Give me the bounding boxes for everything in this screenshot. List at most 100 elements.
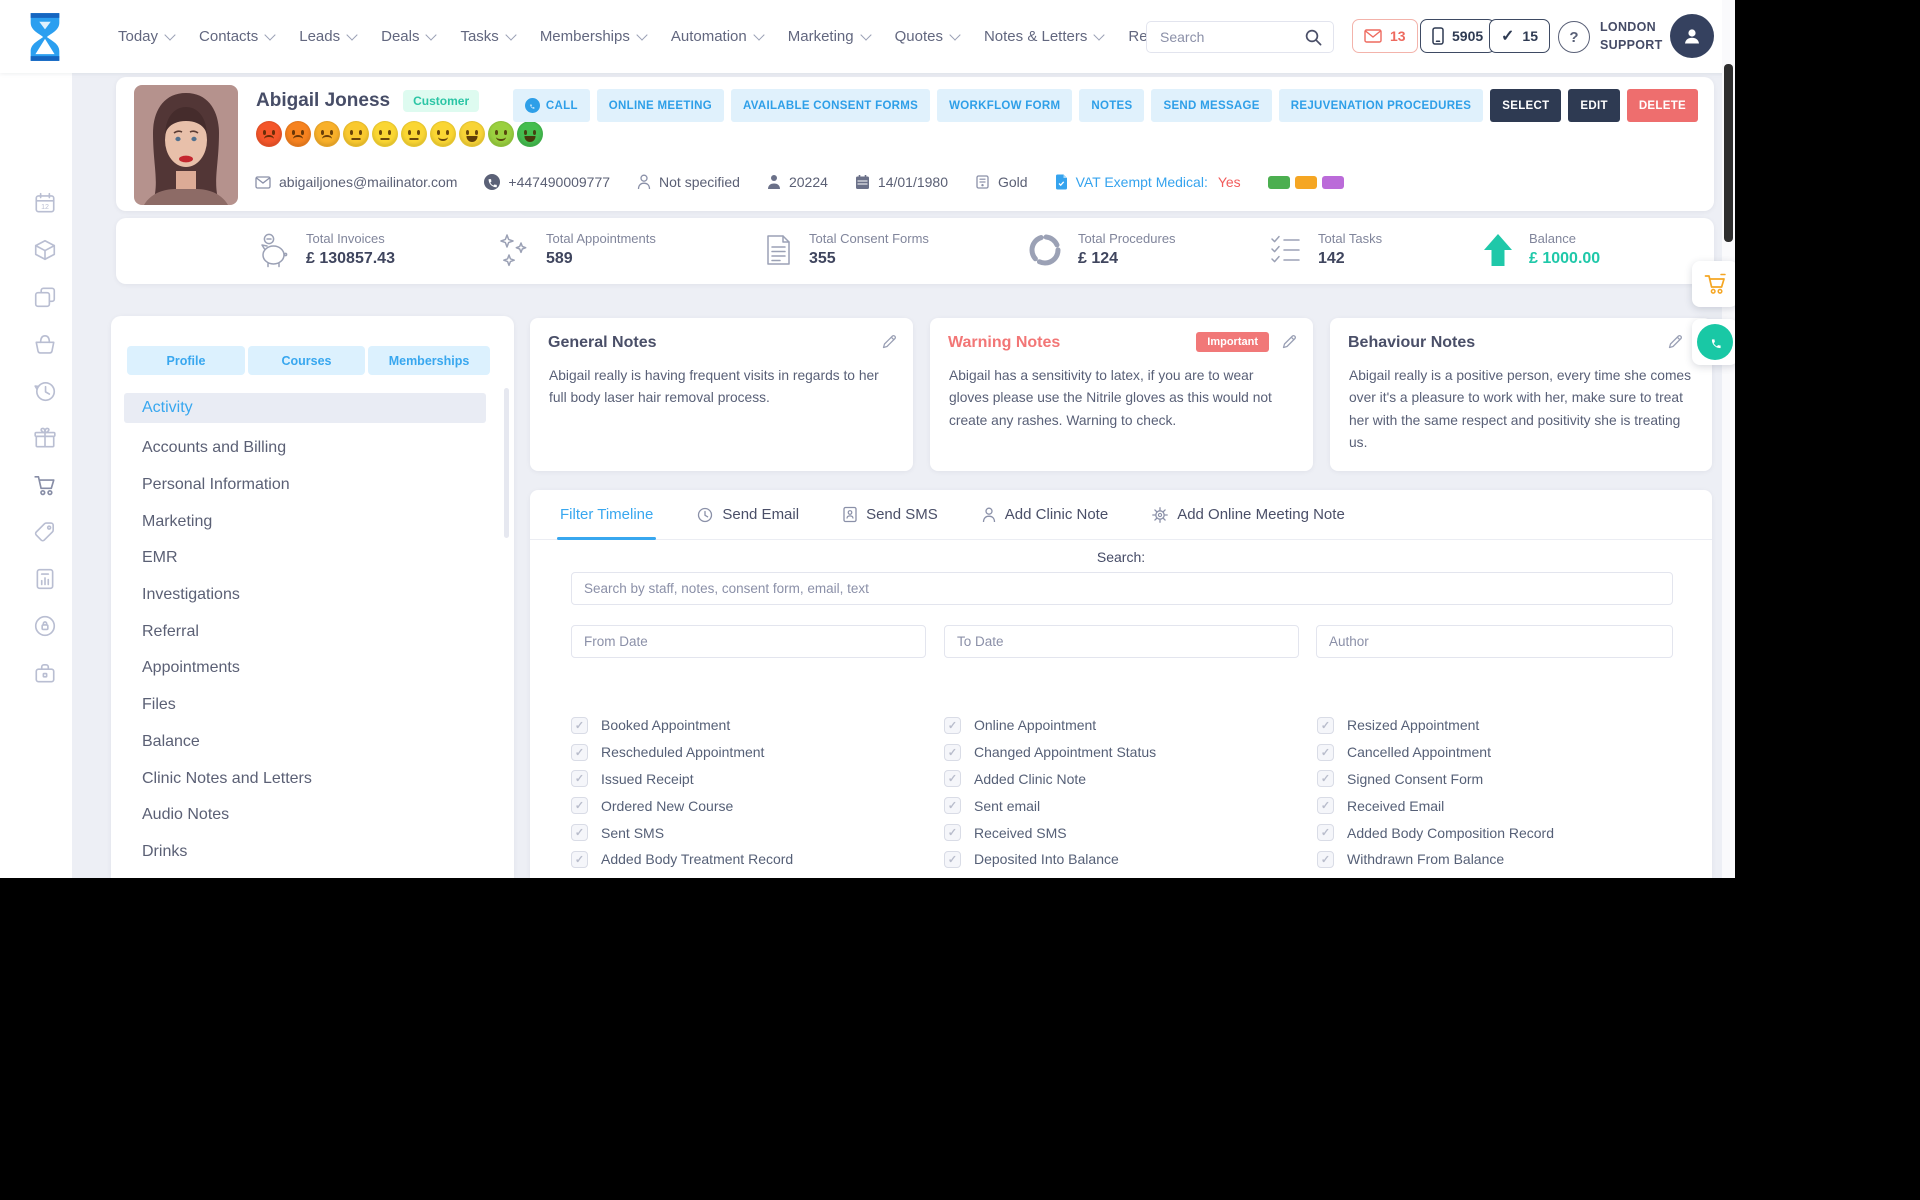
checkbox-online-appointment[interactable]: ✓ Online Appointment: [944, 712, 1156, 739]
nav-marketing[interactable]: Marketing: [788, 28, 872, 45]
to-date-input[interactable]: [944, 625, 1299, 658]
gift-icon[interactable]: [33, 426, 57, 450]
basket-icon[interactable]: [33, 332, 57, 356]
color-tag-green[interactable]: [1267, 175, 1290, 189]
nav-leads[interactable]: Leads: [299, 28, 358, 45]
nav-quotes[interactable]: Quotes: [895, 28, 961, 45]
sidebar-item-drinks[interactable]: Drinks: [142, 842, 188, 860]
edit-pencil-icon[interactable]: [881, 333, 898, 350]
calendar-icon[interactable]: 12: [33, 191, 57, 215]
price-tag-icon[interactable]: [33, 520, 57, 544]
sidebar-item-emr[interactable]: EMR: [142, 549, 178, 567]
checkbox-rescheduled-appointment[interactable]: ✓ Rescheduled Appointment: [571, 739, 793, 766]
select-button[interactable]: SELECT: [1490, 89, 1562, 122]
emoji-face-1[interactable]: [256, 121, 282, 147]
history-clock-icon[interactable]: [33, 379, 57, 403]
color-tag-orange[interactable]: [1294, 175, 1317, 189]
patient-phone[interactable]: +447490009777: [484, 174, 610, 190]
help-icon[interactable]: ?: [1558, 21, 1590, 53]
search-input[interactable]: [1147, 29, 1293, 45]
nav-automation[interactable]: Automation: [671, 28, 765, 45]
search-icon[interactable]: [1293, 22, 1333, 52]
call-button[interactable]: CALL: [512, 89, 590, 122]
checkbox-resized-appointment[interactable]: ✓ Resized Appointment: [1317, 712, 1554, 739]
edit-pencil-icon[interactable]: [1667, 333, 1684, 350]
sidebar-item-audio-notes[interactable]: Audio Notes: [142, 806, 230, 824]
checkbox-added-body-composition-record[interactable]: ✓ Added Body Composition Record: [1317, 819, 1554, 846]
emoji-face-10[interactable]: [517, 121, 543, 147]
checkbox-received-email[interactable]: ✓ Received Email: [1317, 792, 1554, 819]
secure-account-icon[interactable]: [33, 614, 57, 638]
timeline-search-input[interactable]: [571, 572, 1673, 605]
checkbox-issued-receipt[interactable]: ✓ Issued Receipt: [571, 766, 793, 793]
patient-photo[interactable]: [134, 85, 238, 205]
nav-today[interactable]: Today: [118, 28, 176, 45]
emoji-face-4[interactable]: [343, 121, 369, 147]
from-date-input[interactable]: [571, 625, 926, 658]
checkbox-added-body-treatment-record[interactable]: ✓ Added Body Treatment Record: [571, 846, 793, 873]
tab-add-clinic-note[interactable]: Add Clinic Note: [982, 490, 1108, 539]
emoji-face-6[interactable]: [401, 121, 427, 147]
checkbox-cancelled-appointment[interactable]: ✓ Cancelled Appointment: [1317, 739, 1554, 766]
emoji-face-2[interactable]: [285, 121, 311, 147]
tab-send-sms[interactable]: Send SMS: [843, 490, 938, 539]
workflow-form-button[interactable]: WORKFLOW FORM: [937, 89, 1073, 122]
sidebar-item-referral[interactable]: Referral: [142, 622, 199, 640]
vat-exempt-medical[interactable]: VAT Exempt Medical: Yes: [1055, 174, 1241, 190]
inbox-badge[interactable]: 13: [1352, 19, 1418, 53]
edit-pencil-icon[interactable]: [1281, 333, 1298, 350]
sidebar-item-marketing[interactable]: Marketing: [142, 512, 213, 530]
floating-call-button[interactable]: [1692, 319, 1735, 365]
app-logo-hourglass-icon[interactable]: [24, 10, 66, 64]
emoji-face-9[interactable]: [488, 121, 514, 147]
edit-button[interactable]: EDIT: [1568, 89, 1620, 122]
tab-filter-timeline[interactable]: Filter Timeline: [556, 490, 657, 540]
nav-deals[interactable]: Deals: [381, 28, 438, 45]
nav-notes-letters[interactable]: Notes & Letters: [984, 28, 1106, 45]
rejuvenation-procedures-button[interactable]: REJUVENATION PROCEDURES: [1278, 89, 1484, 122]
tab-send-email[interactable]: Send Email: [697, 490, 799, 539]
duplicate-layers-icon[interactable]: [33, 285, 57, 309]
notes-button[interactable]: NOTES: [1079, 89, 1145, 122]
nav-memberships[interactable]: Memberships: [540, 28, 648, 45]
tasks-badge[interactable]: ✓ 15: [1489, 19, 1550, 53]
send-message-button[interactable]: SEND MESSAGE: [1151, 89, 1272, 122]
sidebar-item-balance[interactable]: Balance: [142, 732, 200, 750]
checkbox-deposited-into-balance[interactable]: ✓ Deposited Into Balance: [944, 846, 1156, 873]
checkbox-sent-email[interactable]: ✓ Sent email: [944, 792, 1156, 819]
author-input[interactable]: [1316, 625, 1673, 658]
user-avatar[interactable]: [1670, 14, 1714, 58]
sidebar-item-activity-active[interactable]: Activity: [124, 393, 486, 423]
emoji-face-5[interactable]: [372, 121, 398, 147]
sidebar-item-personal-information[interactable]: Personal Information: [142, 476, 290, 494]
checkbox-added-clinic-note[interactable]: ✓ Added Clinic Note: [944, 766, 1156, 793]
checkbox-signed-consent-form[interactable]: ✓ Signed Consent Form: [1317, 766, 1554, 793]
briefcase-lock-icon[interactable]: [33, 661, 57, 685]
device-badge[interactable]: 5905: [1420, 19, 1496, 53]
checkbox-received-sms[interactable]: ✓ Received SMS: [944, 819, 1156, 846]
sidebar-item-files[interactable]: Files: [142, 696, 176, 714]
checkbox-ordered-new-course[interactable]: ✓ Ordered New Course: [571, 792, 793, 819]
online-meeting-button[interactable]: ONLINE MEETING: [596, 89, 724, 122]
sidebar-item-appointments[interactable]: Appointments: [142, 659, 240, 677]
cart-icon[interactable]: [33, 473, 57, 497]
delete-button[interactable]: DELETE: [1626, 89, 1698, 122]
tab-profile[interactable]: Profile: [127, 346, 245, 375]
emoji-face-7[interactable]: [430, 121, 456, 147]
sidebar-item-accounts-billing[interactable]: Accounts and Billing: [142, 439, 287, 457]
checkbox-changed-appointment-status[interactable]: ✓ Changed Appointment Status: [944, 739, 1156, 766]
emoji-face-3[interactable]: [314, 121, 340, 147]
patient-email[interactable]: abigailjones@mailinator.com: [255, 174, 457, 190]
checkbox-withdrawn-from-balance[interactable]: ✓ Withdrawn From Balance: [1317, 846, 1554, 873]
page-scrollbar-thumb[interactable]: [1724, 64, 1733, 242]
nav-tasks[interactable]: Tasks: [460, 28, 517, 45]
nav-contacts[interactable]: Contacts: [199, 28, 276, 45]
sidebar-item-clinic-notes-letters[interactable]: Clinic Notes and Letters: [142, 769, 312, 787]
tab-add-online-meeting-note[interactable]: Add Online Meeting Note: [1152, 490, 1345, 539]
report-document-icon[interactable]: [33, 567, 57, 591]
tab-memberships[interactable]: Memberships: [368, 346, 490, 375]
package-icon[interactable]: [33, 238, 57, 262]
floating-cart-button[interactable]: [1692, 261, 1735, 307]
emoji-face-8[interactable]: [459, 121, 485, 147]
sidebar-item-investigations[interactable]: Investigations: [142, 586, 240, 604]
